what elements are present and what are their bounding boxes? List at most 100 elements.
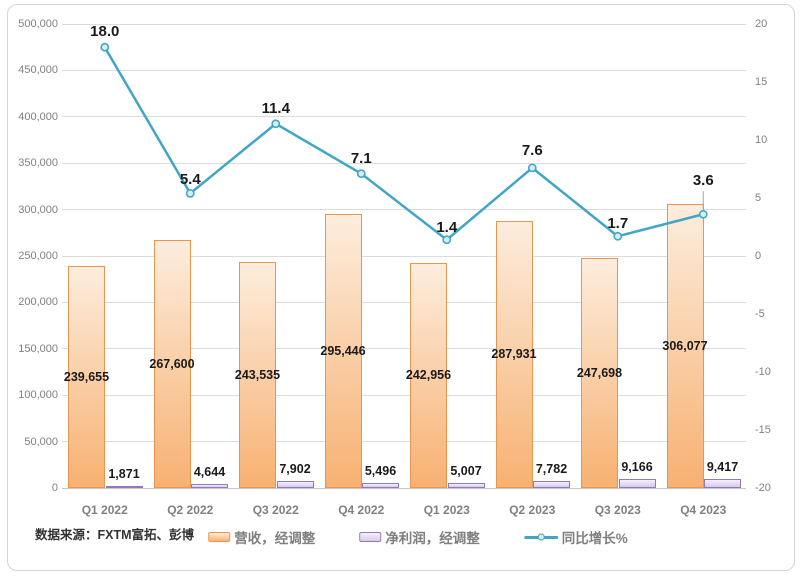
right-axis-tick: 15 bbox=[755, 76, 768, 88]
profit-bar bbox=[618, 479, 656, 488]
growth-data-label: 3.6 bbox=[692, 172, 714, 190]
right-axis-tick: -15 bbox=[755, 424, 771, 436]
revenue-data-label: 247,698 bbox=[576, 366, 623, 381]
profit-data-label: 5,007 bbox=[450, 464, 482, 479]
left-axis-tick: 0 bbox=[51, 482, 58, 494]
growth-data-label: 5.4 bbox=[179, 171, 201, 189]
revenue-data-label: 287,931 bbox=[491, 347, 537, 362]
gridline bbox=[62, 301, 746, 303]
legend-label: 净利润，经调整 bbox=[385, 531, 480, 546]
right-axis-tick: 5 bbox=[755, 192, 762, 204]
x-axis-label: Q2 2023 bbox=[509, 503, 556, 517]
profit-bar bbox=[704, 479, 741, 488]
x-axis-label: Q1 2022 bbox=[81, 503, 128, 517]
revenue-legend-swatch-icon bbox=[208, 532, 231, 542]
profit-data-label: 7,902 bbox=[279, 461, 311, 476]
growth-marker bbox=[527, 163, 537, 173]
x-axis-label: Q1 2023 bbox=[423, 503, 470, 517]
x-axis-label: Q3 2022 bbox=[252, 503, 299, 517]
growth-line bbox=[103, 46, 704, 242]
x-axis-label: Q2 2022 bbox=[167, 503, 214, 517]
growth-data-label: 7.6 bbox=[521, 141, 543, 159]
profit-bar bbox=[276, 480, 314, 488]
growth-legend-marker-icon bbox=[537, 533, 545, 541]
gridline bbox=[62, 348, 746, 350]
right-axis-tick: 0 bbox=[755, 250, 762, 262]
revenue-bar bbox=[666, 203, 704, 488]
revenue-bar bbox=[153, 239, 191, 488]
revenue-data-label: 267,600 bbox=[149, 356, 195, 371]
revenue-bar bbox=[68, 265, 105, 488]
growth-data-label: 7.1 bbox=[350, 149, 372, 167]
revenue-data-label: 242,956 bbox=[405, 368, 452, 383]
growth-marker bbox=[613, 231, 623, 241]
legend-label: 营收，经调整 bbox=[234, 531, 316, 546]
growth-marker bbox=[100, 42, 110, 52]
growth-data-label: 11.4 bbox=[261, 99, 290, 117]
profit-data-label: 1,871 bbox=[108, 467, 140, 482]
legend-item: 营收，经调整 bbox=[208, 527, 315, 547]
gridline bbox=[62, 23, 746, 25]
gridline bbox=[62, 209, 746, 211]
growth-marker bbox=[185, 188, 195, 198]
profit-data-label: 9,417 bbox=[706, 460, 739, 475]
left-axis-tick: 300,000 bbox=[18, 203, 58, 216]
revenue-data-label: 306,077 bbox=[662, 338, 708, 353]
gridline bbox=[62, 255, 746, 257]
left-axis-tick: 200,000 bbox=[18, 296, 58, 309]
profit-data-label: 9,166 bbox=[621, 460, 653, 475]
chart-frame bbox=[7, 4, 795, 571]
revenue-bar bbox=[581, 258, 618, 488]
left-axis-tick: 150,000 bbox=[18, 342, 58, 355]
legend: 营收，经调整 净利润，经调整 同比增长% bbox=[208, 527, 628, 547]
left-axis-tick: 450,000 bbox=[18, 64, 58, 77]
gridline bbox=[62, 441, 746, 443]
right-axis-tick: 10 bbox=[755, 134, 768, 146]
profit-bar bbox=[105, 486, 143, 489]
profit-data-label: 7,782 bbox=[535, 461, 568, 476]
growth-marker bbox=[271, 119, 281, 129]
growth-data-label: 18.0 bbox=[90, 23, 120, 41]
gridline bbox=[62, 69, 746, 71]
legend-item: 净利润，经调整 bbox=[359, 527, 480, 547]
gridline bbox=[62, 116, 746, 118]
growth-marker bbox=[356, 169, 366, 179]
revenue-data-label: 239,655 bbox=[63, 369, 110, 384]
revenue-data-label: 295,446 bbox=[320, 343, 366, 358]
revenue-bar bbox=[324, 213, 362, 488]
profit-bar bbox=[447, 483, 485, 488]
growth-line-series bbox=[100, 42, 708, 245]
growth-legend-line-icon bbox=[523, 533, 558, 541]
right-axis-tick: 20 bbox=[755, 18, 768, 30]
profit-bar bbox=[362, 482, 399, 488]
gridline bbox=[62, 162, 746, 164]
x-axis-label: Q4 2022 bbox=[338, 503, 385, 517]
revenue-data-label: 243,535 bbox=[234, 367, 281, 382]
x-axis-label: Q4 2023 bbox=[680, 503, 727, 517]
left-axis-tick: 400,000 bbox=[18, 110, 58, 123]
right-axis-tick: -10 bbox=[755, 366, 771, 378]
source-note: 数据来源：FXTM富拓、彭博 bbox=[35, 528, 195, 542]
right-axis-tick: -20 bbox=[755, 482, 771, 494]
left-axis-tick: 350,000 bbox=[18, 157, 58, 170]
left-axis-tick: 250,000 bbox=[18, 250, 58, 262]
left-axis-tick: 50,000 bbox=[24, 435, 58, 448]
profit-bar bbox=[533, 480, 570, 488]
growth-data-label: 1.4 bbox=[436, 218, 458, 236]
gridline bbox=[62, 394, 746, 396]
revenue-bar bbox=[410, 262, 447, 488]
revenue-bar bbox=[495, 220, 533, 488]
growth-data-label: 1.7 bbox=[607, 215, 629, 233]
x-axis-label: Q3 2023 bbox=[594, 503, 641, 517]
right-axis-tick: -5 bbox=[755, 308, 765, 320]
profit-data-label: 5,496 bbox=[364, 463, 397, 478]
growth-marker bbox=[698, 209, 708, 219]
profit-data-label: 4,644 bbox=[193, 464, 226, 479]
x-axis-line bbox=[62, 487, 746, 489]
revenue-bar bbox=[239, 261, 276, 488]
legend-item: 同比增长% bbox=[523, 527, 628, 547]
legend-label: 同比增长% bbox=[561, 531, 628, 546]
left-axis-tick: 100,000 bbox=[18, 389, 58, 402]
